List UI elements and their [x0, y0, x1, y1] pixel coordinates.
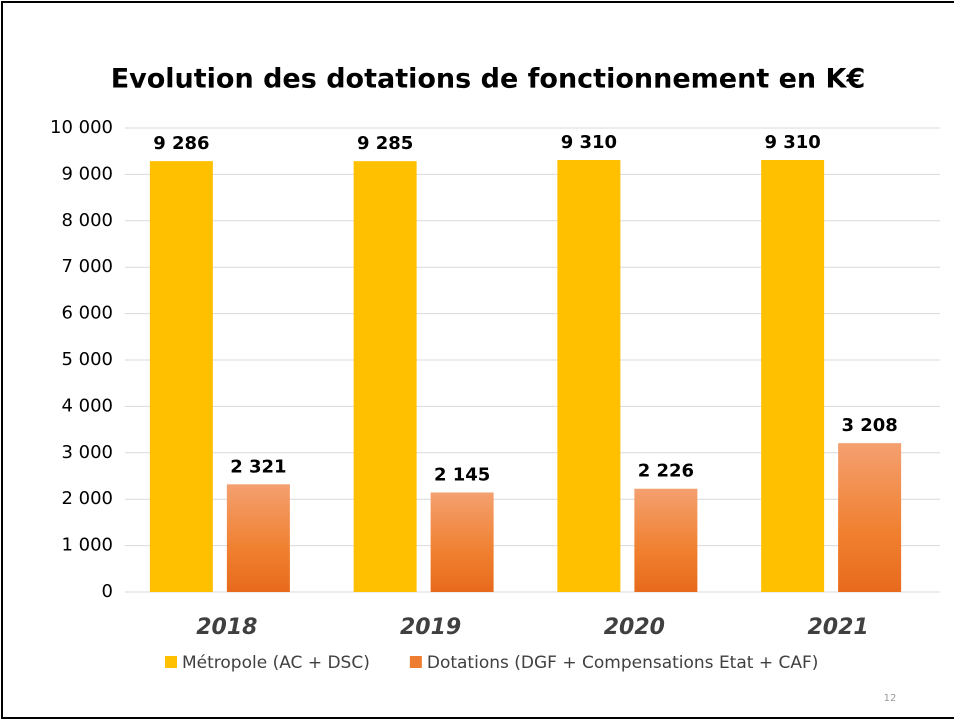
bar — [430, 492, 494, 592]
y-tick-label: 9 000 — [61, 163, 113, 184]
y-tick-label: 2 000 — [61, 488, 113, 509]
bar — [226, 484, 290, 592]
value-label: 2 226 — [638, 461, 694, 482]
y-tick-label: 7 000 — [61, 256, 113, 277]
y-tick-label: 10 000 — [50, 117, 113, 138]
value-label: 2 321 — [230, 456, 286, 477]
bar — [838, 443, 902, 592]
value-label: 3 208 — [841, 415, 897, 436]
legend-label: Métropole (AC + DSC) — [182, 653, 370, 673]
bar — [149, 161, 213, 593]
y-tick-label: 5 000 — [61, 349, 113, 370]
value-label: 9 310 — [764, 132, 820, 153]
legend-label: Dotations (DGF + Compensations Etat + CA… — [427, 653, 819, 673]
legend-swatch — [165, 656, 177, 668]
chart-title: Evolution des dotations de fonctionnemen… — [111, 64, 866, 95]
value-label: 9 286 — [153, 133, 209, 154]
bar — [557, 160, 621, 593]
y-tick-label: 1 000 — [61, 535, 113, 556]
value-label: 2 145 — [434, 464, 490, 485]
x-tick-label: 2021 — [808, 615, 869, 640]
y-tick-label: 8 000 — [61, 210, 113, 231]
y-tick-label: 4 000 — [61, 395, 113, 416]
y-tick-label: 0 — [102, 581, 113, 602]
y-tick-label: 6 000 — [61, 303, 113, 324]
bar — [761, 160, 825, 593]
bar — [353, 161, 417, 592]
value-label: 9 310 — [561, 132, 617, 153]
value-label: 9 285 — [357, 133, 413, 154]
x-tick-label: 2019 — [400, 615, 461, 640]
x-tick-label: 2020 — [604, 615, 665, 640]
bar — [634, 488, 698, 592]
y-tick-label: 3 000 — [61, 442, 113, 463]
x-tick-label: 2018 — [196, 615, 257, 640]
slide-number: 12 — [884, 693, 897, 704]
legend-swatch — [409, 656, 422, 668]
